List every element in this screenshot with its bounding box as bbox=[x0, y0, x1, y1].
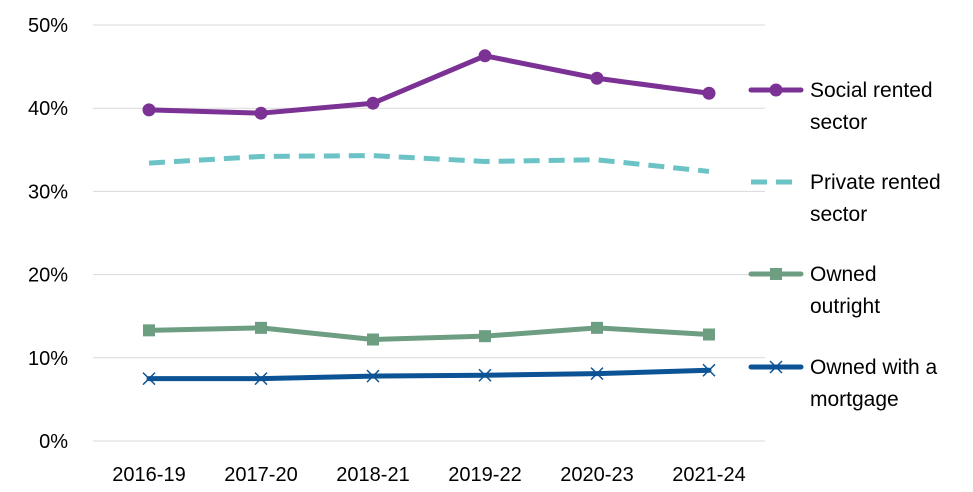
legend-marker bbox=[769, 360, 783, 374]
y-tick-label: 40% bbox=[28, 98, 68, 120]
x-tick-label: 2017-20 bbox=[224, 464, 297, 486]
legend-label: Owned bbox=[810, 263, 877, 286]
data-point bbox=[142, 372, 156, 386]
series-line-private-rented-sector bbox=[148, 153, 710, 174]
y-axis-tick-labels: 0% 10% 20% 30% 40% 50% bbox=[28, 15, 68, 453]
data-point bbox=[143, 324, 155, 337]
y-tick-label: 0% bbox=[39, 431, 68, 453]
series-owned-with-a-mortgage bbox=[142, 363, 716, 386]
legend-label: mortgage bbox=[810, 388, 899, 411]
series-line-social-rented-sector bbox=[146, 53, 712, 116]
x-tick-label: 2019-22 bbox=[448, 464, 521, 486]
data-point bbox=[142, 103, 156, 117]
legend-label: Owned with a bbox=[810, 356, 938, 379]
series-private-rented-sector bbox=[148, 153, 710, 174]
data-point bbox=[702, 363, 716, 377]
data-point bbox=[367, 333, 379, 346]
data-point bbox=[255, 321, 267, 334]
y-tick-label: 20% bbox=[28, 265, 68, 287]
series-line-owned-with-a-mortgage bbox=[146, 367, 712, 382]
data-point bbox=[590, 71, 604, 85]
series-lines bbox=[142, 49, 716, 386]
x-tick-label: 2021-24 bbox=[672, 464, 745, 486]
y-tick-label: 30% bbox=[28, 181, 68, 203]
legend-label: sector bbox=[810, 111, 867, 134]
data-point bbox=[254, 106, 268, 120]
data-point bbox=[702, 86, 716, 100]
data-point bbox=[479, 330, 491, 343]
legend-label: outright bbox=[810, 295, 880, 318]
legend-entry-owned-outright: Owned outright bbox=[748, 263, 880, 318]
y-tick-label: 10% bbox=[28, 348, 68, 370]
x-tick-label: 2020-23 bbox=[560, 464, 633, 486]
data-point bbox=[478, 49, 492, 63]
x-tick-label: 2018-21 bbox=[336, 464, 409, 486]
data-point bbox=[591, 321, 603, 334]
legend: Social rented sector Private rented sector O… bbox=[748, 79, 941, 411]
data-point bbox=[703, 328, 715, 341]
x-axis-tick-labels: 2016-19 2017-20 2018-21 2019-22 2020-23 2021-… bbox=[112, 464, 745, 486]
legend-label: Social rented bbox=[810, 79, 933, 102]
legend-label: sector bbox=[810, 203, 867, 226]
data-point bbox=[590, 367, 604, 381]
legend-marker bbox=[769, 83, 783, 97]
gridlines bbox=[93, 24, 765, 442]
data-point bbox=[478, 368, 492, 382]
series-owned-outright bbox=[143, 321, 715, 346]
series-social-rented-sector bbox=[142, 49, 716, 120]
x-tick-label: 2016-19 bbox=[112, 464, 185, 486]
data-point bbox=[366, 96, 380, 110]
series-line-owned-outright bbox=[146, 325, 712, 342]
legend-marker bbox=[770, 268, 782, 280]
legend-entry-private-rented-sector: Private rented sector bbox=[751, 171, 941, 226]
data-point bbox=[254, 372, 268, 386]
legend-entry-owned-with-a-mortgage: Owned with a mortgage bbox=[748, 356, 938, 411]
data-point bbox=[366, 369, 380, 383]
legend-label: Private rented bbox=[810, 171, 941, 194]
legend-entry-social-rented-sector: Social rented sector bbox=[748, 79, 933, 134]
y-tick-label: 50% bbox=[28, 15, 68, 37]
